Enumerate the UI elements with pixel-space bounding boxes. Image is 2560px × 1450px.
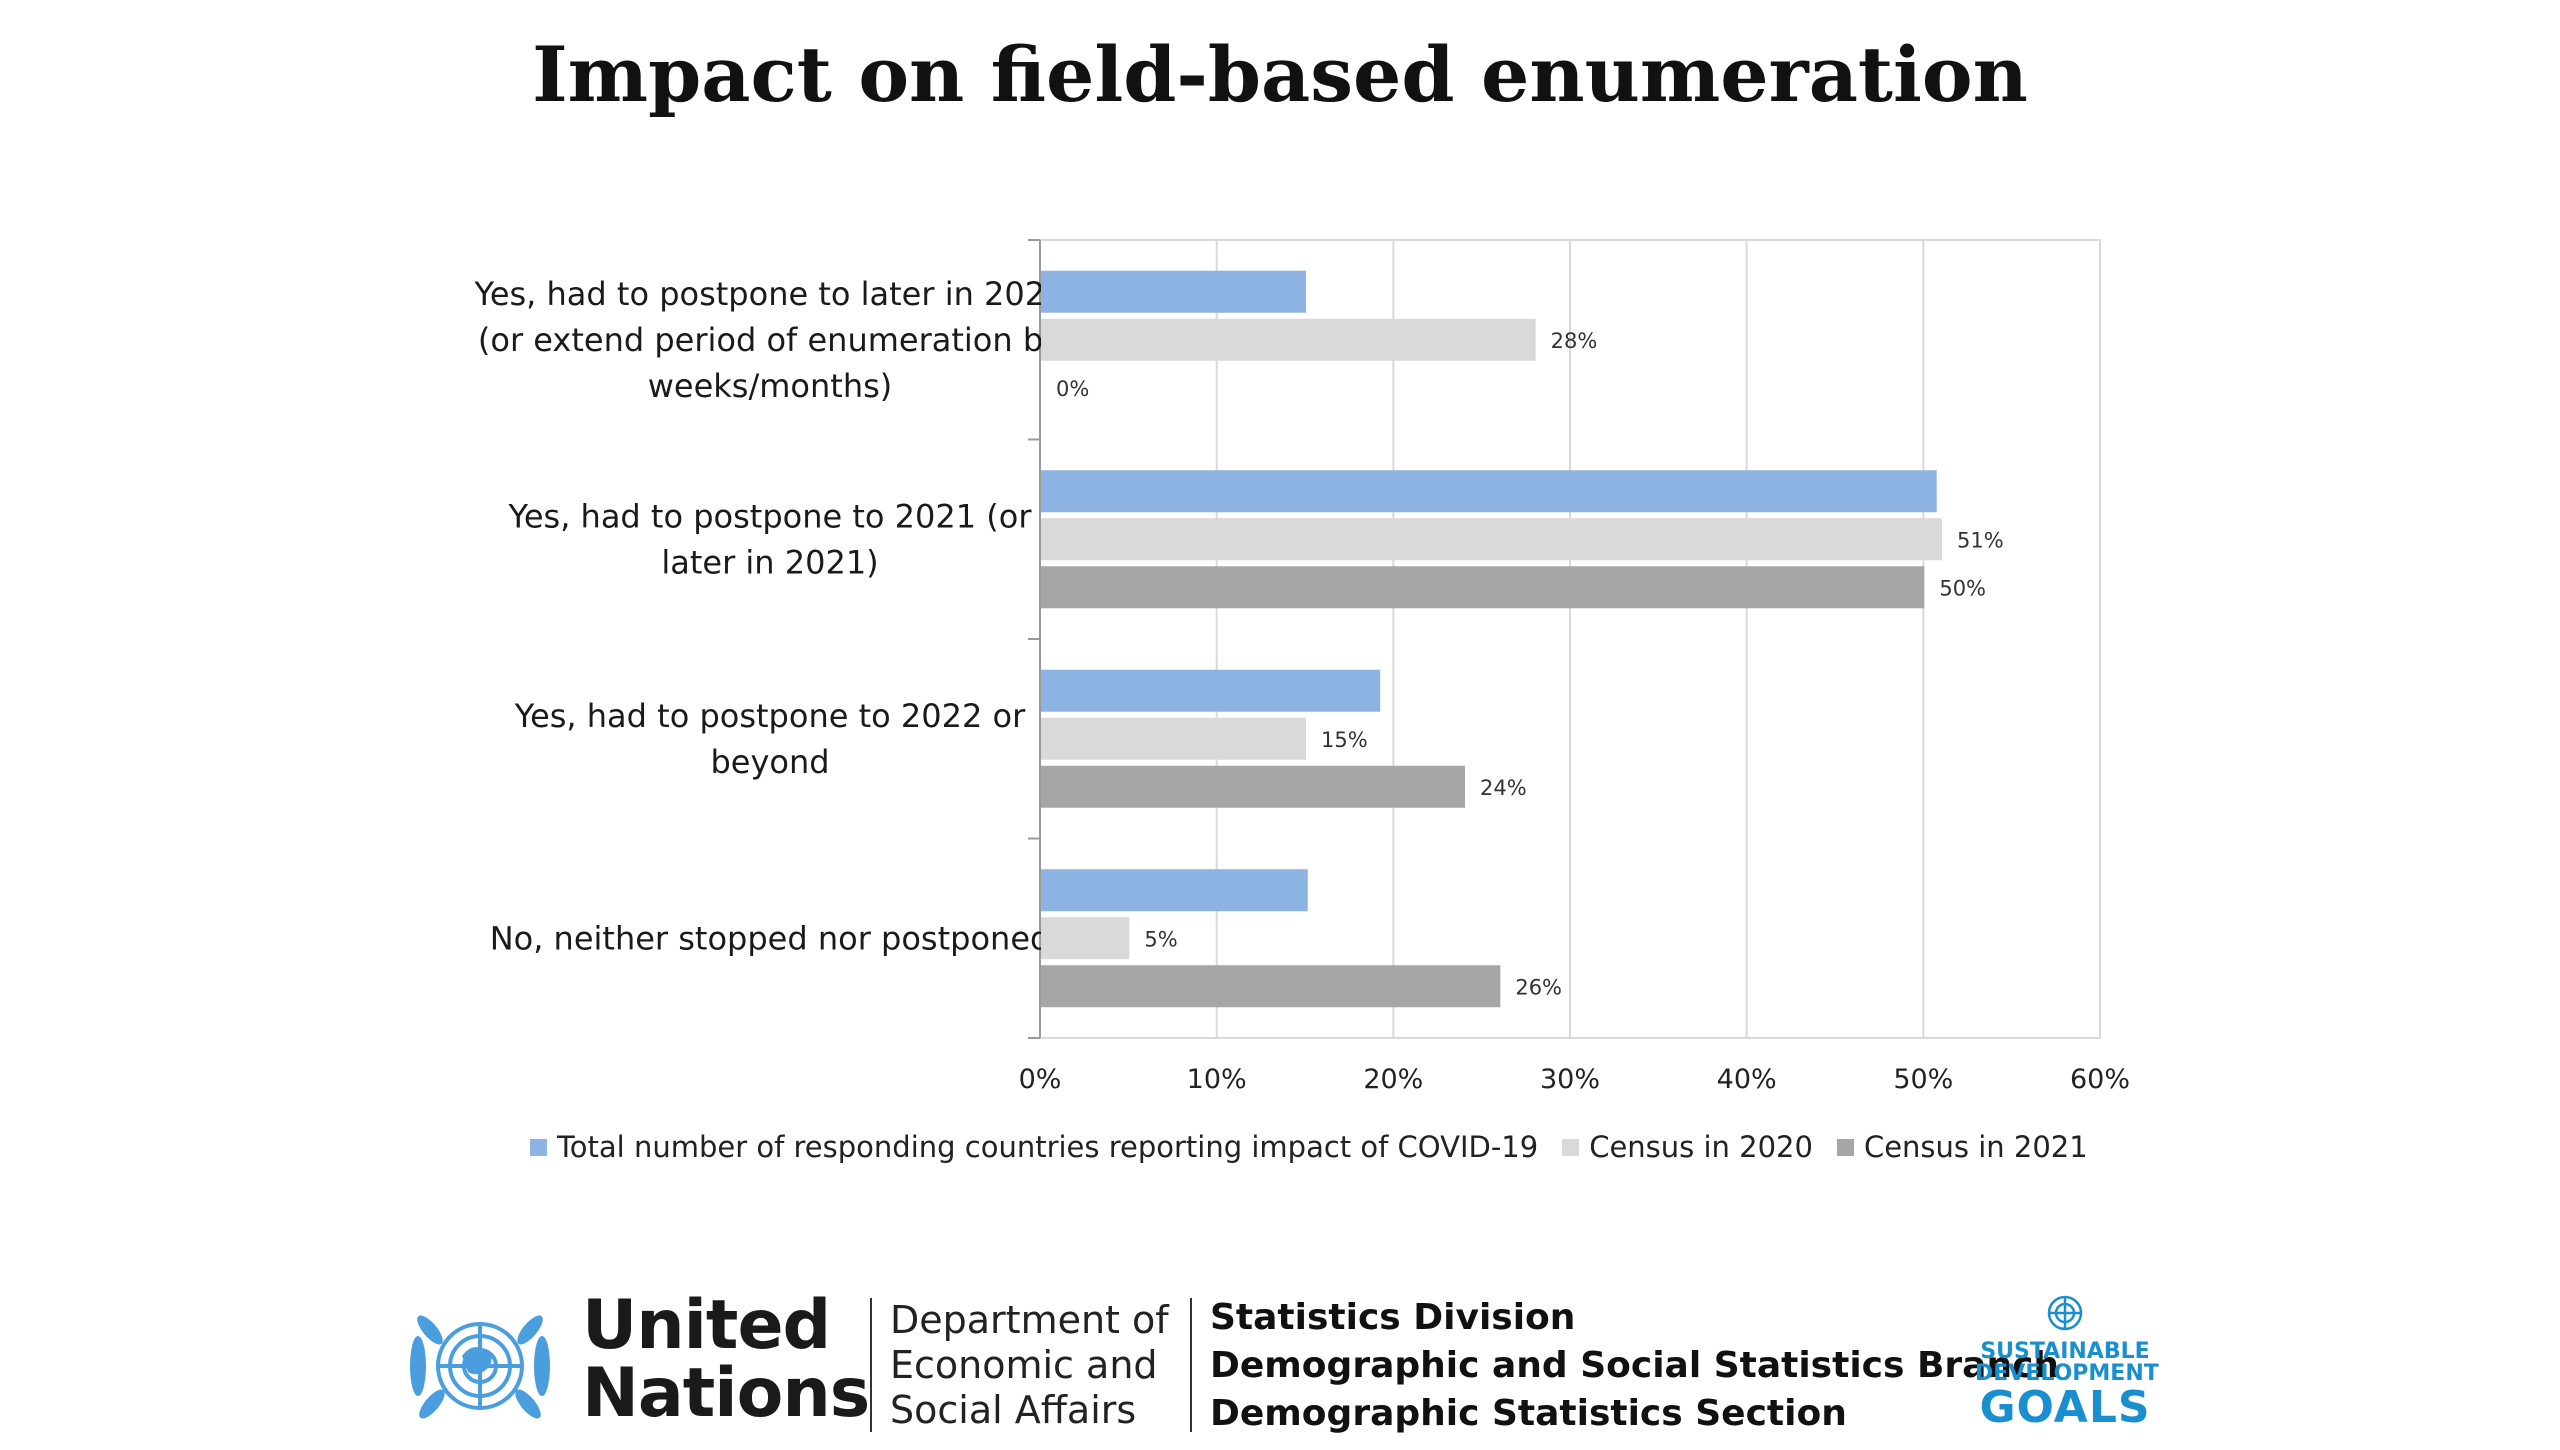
sdg-logo: SUSTAINABLE DEVELOPMENT GOALS [1975,1290,2159,1433]
bar-chart: 0% 10% 20% 30% 40% 50% 60% Yes, had to postpone… [474,239,2130,1095]
data-label-series-2-cat-0: 0% [1056,377,1089,401]
stats-line1: Statistics Division [1210,1297,1576,1338]
data-label-series-2-cat-3: 26% [1515,975,1562,999]
stats-line3: Demographic Statistics Section [1210,1393,1847,1434]
sdg-line2: DEVELOPMENT [1975,1361,2159,1386]
x-tick-label-6: 60% [2070,1064,2130,1095]
category-label-1-line-0: Yes, had to postpone to 2021 (or [508,497,1033,535]
category-label-0-line-1: (or extend period of enumeration by [478,321,1062,359]
category-label-2-line-0: Yes, had to postpone to 2022 or [514,697,1026,735]
legend-item-census-2021: Census in 2021 [1836,1130,2088,1164]
category-label-0: Yes, had to postpone to later in 2020 (or… [474,275,1066,405]
stats-line2: Demographic and Social Statistics Branch [1210,1345,2060,1386]
chart-title: Impact on field-based enumeration [532,30,2028,119]
category-label-3-line-0: No, neither stopped nor postponed [490,919,1051,957]
category-label-1-line-1: later in 2021) [661,543,878,581]
legend-swatch-total [530,1138,547,1156]
bar-series-1-cat-0 [1041,318,1536,361]
data-label-series-2-cat-1: 50% [1939,576,1986,600]
bar-series-1-cat-2 [1041,717,1306,760]
legend-label-census-2021: Census in 2021 [1863,1130,2088,1164]
un-wordmark-line1: United [582,1286,831,1365]
x-tick-label-5: 50% [1893,1064,1953,1095]
legend-item-census-2020: Census in 2020 [1562,1130,1813,1164]
bar-series-2-cat-2 [1041,765,1465,808]
category-label-3: No, neither stopped nor postponed [490,919,1051,957]
bar-series-1-cat-1 [1041,518,1942,561]
sdg-line1: SUSTAINABLE [1980,1339,2150,1364]
bar-series-0-cat-3 [1041,869,1308,912]
un-wordmark: United Nations [582,1286,870,1433]
x-tick-label-1: 10% [1187,1064,1247,1095]
data-label-series-1-cat-0: 28% [1551,329,1598,353]
desa-name: Department of Economic and Social Affair… [890,1298,1169,1433]
legend-item-total: Total number of responding countries rep… [530,1130,1538,1164]
category-label-2: Yes, had to postpone to 2022 or beyond [514,697,1026,781]
category-label-1: Yes, had to postpone to 2021 (or later in… [508,497,1033,581]
bar-series-0-cat-0 [1041,270,1306,313]
sdg-goals-wordmark: GOALS [1979,1382,2151,1433]
desa-line2: Economic and [890,1343,1158,1387]
legend-label-census-2020: Census in 2020 [1589,1130,1813,1164]
bar-series-2-cat-1 [1041,566,1925,609]
un-wordmark-line2: Nations [582,1354,870,1433]
category-label-0-line-2: weeks/months) [648,367,893,405]
footer-divider-2 [1190,1298,1192,1432]
x-tick-label-2: 20% [1363,1064,1423,1095]
un-emblem-icon [410,1315,550,1419]
bar-series-1-cat-3 [1041,917,1130,960]
legend-swatch-census-2020 [1562,1138,1580,1156]
footer: United Nations Department of Economic an… [400,1290,2160,1450]
bar-series-0-cat-2 [1041,669,1381,712]
x-tick-label-0: 0% [1019,1064,1062,1095]
category-label-2-line-1: beyond [710,743,829,781]
chart-legend: Total number of responding countries rep… [530,1130,2112,1164]
desa-line1: Department of [890,1298,1169,1342]
data-label-series-2-cat-2: 24% [1480,776,1527,800]
x-tick-label-3: 30% [1540,1064,1600,1095]
statistics-division-name: Statistics Division Demographic and Soci… [1210,1294,2059,1438]
data-label-series-1-cat-3: 5% [1144,927,1177,951]
data-label-series-1-cat-1: 51% [1957,528,2004,552]
legend-swatch-census-2021 [1836,1138,1854,1156]
bar-series-2-cat-3 [1041,965,1501,1008]
x-tick-label-4: 40% [1717,1064,1777,1095]
bar-series-0-cat-1 [1041,470,1937,513]
legend-label-total: Total number of responding countries rep… [557,1130,1539,1164]
sdg-un-emblem-icon [2047,1295,2083,1331]
data-label-series-1-cat-2: 15% [1321,728,1368,752]
footer-divider-1 [870,1298,872,1432]
desa-line3: Social Affairs [890,1388,1137,1432]
category-label-0-line-0: Yes, had to postpone to later in 2020 [474,275,1066,313]
